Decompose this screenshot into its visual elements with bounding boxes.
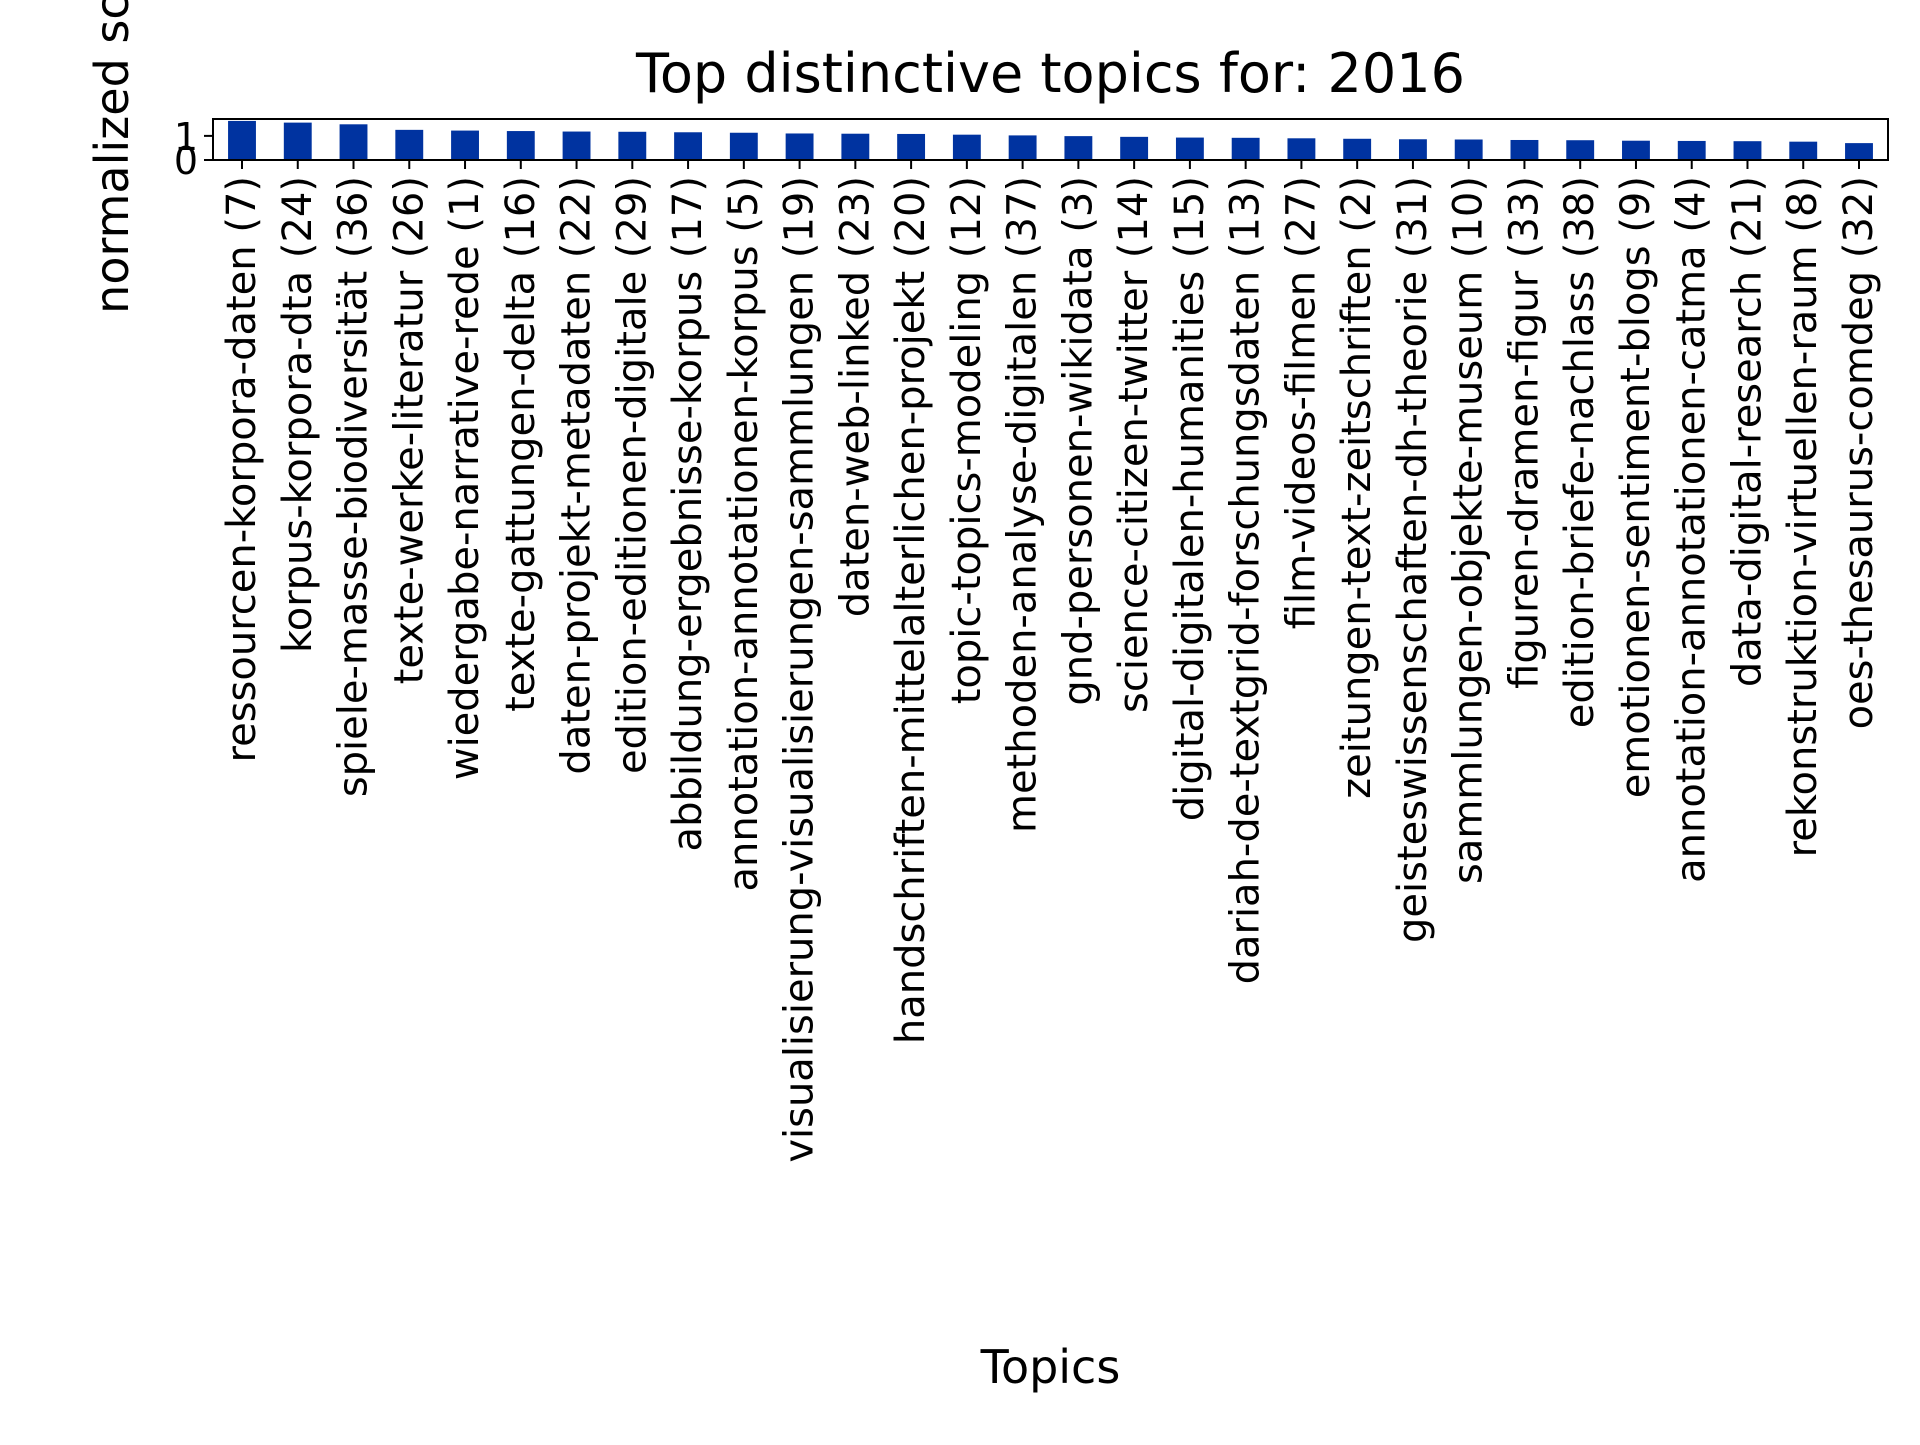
bar xyxy=(1064,136,1093,160)
x-tick-label: daten-projekt-metadaten (22) xyxy=(554,176,600,775)
x-tick-label: oes-thesaurus-comdeg (32) xyxy=(1836,176,1882,729)
x-tick-label: edition-editionen-digitale (29) xyxy=(609,176,655,774)
bar xyxy=(1622,140,1650,160)
bar xyxy=(506,131,535,160)
x-tick-label: film-videos-filmen (27) xyxy=(1278,176,1324,629)
bar xyxy=(451,130,479,160)
bar xyxy=(1733,141,1762,160)
bar xyxy=(1231,137,1260,160)
x-tick-label: abbildung-ergebnisse-korpus (17) xyxy=(665,176,711,851)
bar xyxy=(952,134,981,160)
x-tick-label: wiedergabe-narrative-rede (1) xyxy=(442,176,488,780)
x-tick-label: sammlungen-objekte-museum (10) xyxy=(1446,176,1492,884)
x-tick-label: spiele-masse-biodiversität (36) xyxy=(331,176,377,797)
x-tick-label: annotation-annotationen-catma (4) xyxy=(1669,176,1715,883)
y-axis: 01 xyxy=(174,115,213,183)
x-axis-label: Topics xyxy=(980,1340,1121,1394)
bar xyxy=(1008,135,1037,160)
x-tick-label: zeitungen-text-zeitschriften (2) xyxy=(1334,176,1380,799)
bar xyxy=(729,132,758,160)
bar xyxy=(1398,139,1427,160)
chart-title: Top distinctive topics for: 2016 xyxy=(635,42,1465,105)
bar xyxy=(1789,141,1818,160)
bar xyxy=(1175,137,1204,160)
bar xyxy=(674,132,703,160)
y-axis-label: normalized sco xyxy=(85,0,139,314)
bar xyxy=(1343,138,1372,160)
x-tick-label: edition-briefe-nachlass (38) xyxy=(1557,176,1603,728)
bar xyxy=(1454,139,1483,160)
x-tick-label: dariah-de-textgrid-forschungsdaten (13) xyxy=(1223,176,1269,984)
x-tick-label: topic-topics-modeling (12) xyxy=(944,176,990,704)
bar xyxy=(395,129,424,160)
x-tick-label: korpus-korpora-dta (24) xyxy=(275,176,321,653)
bar xyxy=(283,122,312,160)
bar xyxy=(228,120,256,160)
x-tick-label: daten-web-linked (23) xyxy=(832,176,878,617)
bar xyxy=(785,133,814,160)
x-tick-label: data-digital-research (21) xyxy=(1724,176,1770,687)
bar xyxy=(897,133,926,160)
bar xyxy=(1510,139,1539,160)
x-tick-label: gnd-personen-wikidata (3) xyxy=(1055,176,1101,706)
x-tick-label: ressourcen-korpora-daten (7) xyxy=(219,176,265,762)
bar xyxy=(562,131,591,160)
bar xyxy=(1845,143,1873,160)
bar xyxy=(1287,138,1316,160)
x-tick-label: figuren-dramen-figur (33) xyxy=(1501,176,1547,689)
x-tick-label: handschriften-mittelalterlichen-projekt … xyxy=(888,176,934,1044)
plot-frame xyxy=(212,118,1889,161)
x-tick-label: digital-digitalen-humanities (15) xyxy=(1167,176,1213,821)
bar xyxy=(1677,140,1706,160)
x-tick-label: geisteswissenschaften-dh-theorie (31) xyxy=(1390,176,1436,943)
bars-layer xyxy=(228,120,1873,160)
x-tick-label: texte-werke-literatur (26) xyxy=(386,176,432,684)
bar xyxy=(339,124,368,160)
bar xyxy=(1566,140,1595,160)
x-tick-label: visualisierung-visualisierungen-sammlung… xyxy=(777,176,823,1163)
x-tick-label: annotation-annotationen-korpus (5) xyxy=(721,176,767,891)
x-tick-label: rekonstruktion-virtuellen-raum (8) xyxy=(1780,176,1826,857)
x-tick-label: texte-gattungen-delta (16) xyxy=(498,176,544,712)
x-tick-label: methoden-analyse-digitalen (37) xyxy=(1000,176,1046,833)
bar xyxy=(1120,136,1149,160)
bar xyxy=(841,133,870,160)
x-tick-label: emotionen-sentiment-blogs (9) xyxy=(1613,176,1659,798)
y-tick-label: 1 xyxy=(174,115,198,159)
bar xyxy=(618,131,647,160)
x-axis: ressourcen-korpora-daten (7) korpus-korpo… xyxy=(219,160,1882,1163)
x-tick-label: science-citizen-twitter (14) xyxy=(1111,176,1157,713)
y-tick-label: 0 xyxy=(174,139,198,183)
